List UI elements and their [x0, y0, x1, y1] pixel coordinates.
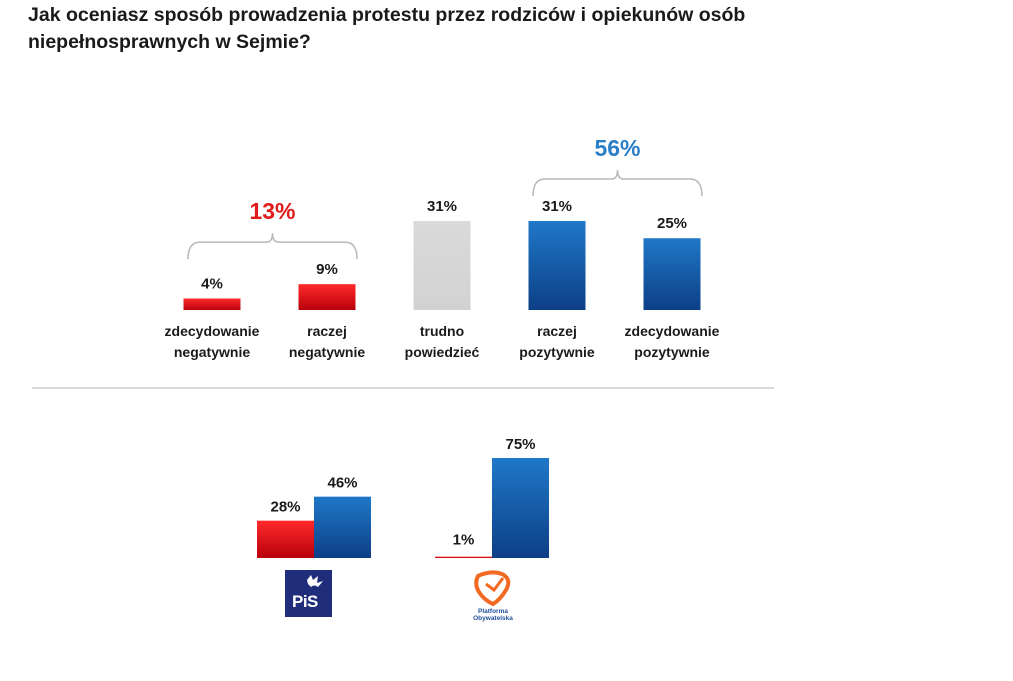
- pis-logo: PiS: [285, 570, 332, 617]
- party-value-label-1-1: 28%: [270, 499, 300, 516]
- po-logo: Platforma Obywatelska: [466, 570, 520, 626]
- bar-2: [298, 284, 356, 310]
- po-logo-line1: Platforma: [478, 608, 508, 615]
- party-value-label-1-2: 46%: [327, 475, 357, 492]
- group-bracket-2: [532, 169, 703, 197]
- party-chart: 28% 46% 1% 75%: [257, 436, 549, 558]
- category-label-4-1: raczej: [537, 323, 577, 339]
- party-value-label-2-1: 1%: [453, 532, 475, 549]
- category-label-1-1: zdecydowanie: [165, 323, 260, 339]
- category-label-5-2: pozytywnie: [634, 344, 710, 360]
- bar-1: [183, 298, 241, 310]
- value-label-2: 9%: [316, 261, 338, 278]
- bar-5: [643, 238, 701, 310]
- bar-4: [528, 221, 586, 310]
- value-label-5: 25%: [657, 215, 687, 232]
- category-label-3-1: trudno: [420, 323, 464, 339]
- category-label-3-2: powiedzieć: [405, 344, 480, 360]
- group-bracket-1: [187, 233, 358, 260]
- party-bar-2-2: [492, 458, 549, 558]
- main-chart: 4% zdecydowanie negatywnie 9% raczej negatywn…: [165, 135, 720, 360]
- value-label-1: 4%: [201, 276, 223, 293]
- category-label-5-1: zdecydowanie: [625, 323, 720, 339]
- chart-title: Jak oceniasz sposób prowadzenia protestu…: [28, 4, 746, 53]
- group-total-1: 13%: [249, 198, 295, 224]
- party-bar-1-2: [314, 496, 371, 558]
- category-label-1-2: negatywnie: [174, 344, 250, 360]
- po-logo-line2: Obywatelska: [473, 615, 513, 622]
- pis-logo-text: PiS: [292, 592, 318, 611]
- party-bar-1-1: [257, 520, 314, 558]
- category-label-2-1: raczej: [307, 323, 347, 339]
- party-value-label-2-2: 75%: [505, 436, 535, 453]
- bar-3: [413, 221, 471, 310]
- category-label-4-2: pozytywnie: [519, 344, 595, 360]
- value-label-3: 31%: [427, 198, 457, 215]
- group-total-2: 56%: [594, 135, 640, 161]
- category-label-2-2: negatywnie: [289, 344, 365, 360]
- value-label-4: 31%: [542, 198, 572, 215]
- party-bar-2-1: [435, 556, 492, 558]
